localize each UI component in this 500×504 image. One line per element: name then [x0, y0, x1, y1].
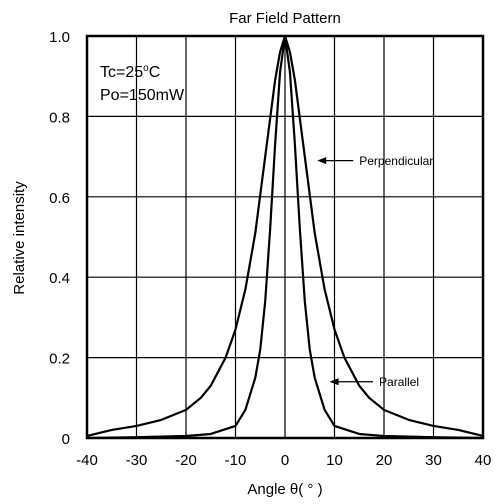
y-tick-label: 0.6 [49, 190, 70, 207]
chart-title: Far Field Pattern [229, 10, 341, 27]
grid [86, 35, 484, 439]
x-tick-label: 10 [326, 452, 343, 469]
annotation-parallel: Parallel [379, 375, 419, 389]
x-tick-label: -30 [126, 452, 148, 469]
x-tick-label: 20 [376, 452, 393, 469]
x-tick-label: -20 [175, 452, 197, 469]
x-tick-label: 0 [281, 452, 289, 469]
tc-prefix: Tc=25 [100, 64, 143, 81]
annotation-perpendicular: Perpendicular [359, 154, 433, 168]
y-tick-label: 0.4 [49, 270, 70, 287]
condition-power: Po=150mW [100, 87, 185, 104]
arrow-head-parallel [329, 378, 339, 386]
y-tick-label: 0.8 [49, 109, 70, 126]
condition-temperature: Tc=25oC [100, 63, 160, 81]
x-axis-label: Angle θ( ° ) [247, 481, 322, 498]
tc-suffix: C [149, 64, 161, 81]
tc-degree: o [143, 63, 149, 74]
plot-frame [85, 34, 485, 440]
x-tick-label: -40 [76, 452, 98, 469]
y-tick-label: 0 [62, 431, 70, 448]
tick-labels: -40 -30 -20 -10 0 10 20 30 40 0 0.2 0.4 0.6 0.8 1.0 [49, 29, 491, 469]
arrow-head-perpendicular [317, 157, 327, 165]
y-axis-label: Relative intensity [11, 181, 28, 295]
y-tick-label: 1.0 [49, 29, 70, 46]
x-tick-label: -10 [225, 452, 247, 469]
y-tick-label: 0.2 [49, 351, 70, 368]
x-tick-label: 40 [475, 452, 492, 469]
annotations: Perpendicular Parallel [317, 154, 433, 389]
x-tick-label: 30 [425, 452, 442, 469]
